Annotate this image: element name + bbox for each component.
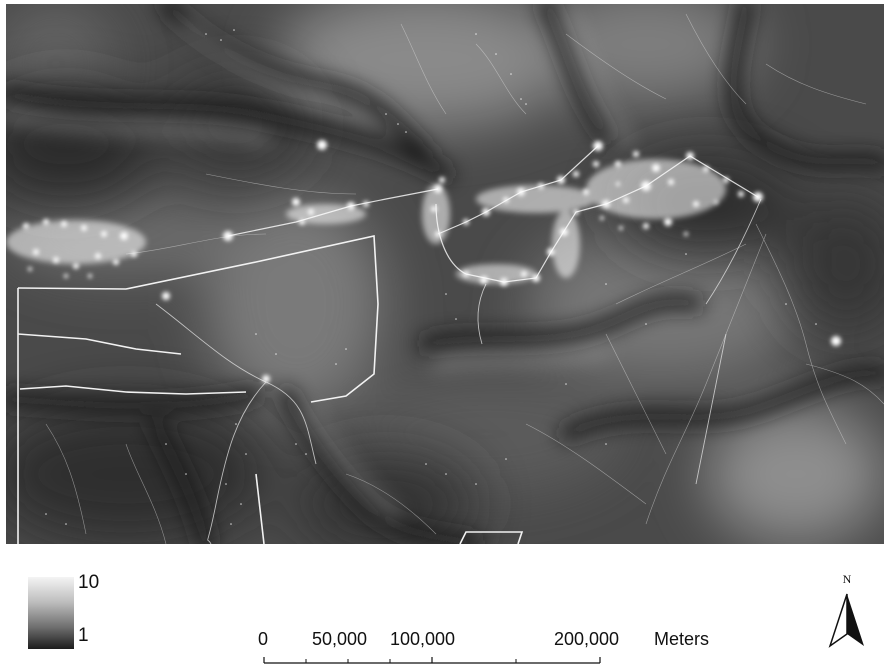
scale-label-100000: 100,000 bbox=[390, 629, 456, 649]
scale-bar: 0 50,000 100,000 200,000 Meters bbox=[238, 625, 718, 669]
legend-gradient-bar bbox=[28, 577, 74, 649]
north-arrow-icon bbox=[828, 593, 864, 648]
boundary-lines bbox=[17, 235, 524, 544]
scale-label-0: 0 bbox=[258, 629, 269, 649]
north-arrow: N bbox=[826, 572, 868, 650]
scale-bar-ruler bbox=[263, 657, 601, 664]
scale-unit-label: Meters bbox=[654, 629, 710, 649]
drainage-lines bbox=[45, 13, 884, 544]
legend: 10 1 bbox=[28, 572, 128, 655]
raster-highlights bbox=[6, 9, 631, 519]
scatter-speckles bbox=[45, 29, 817, 525]
raster-ridges bbox=[6, 4, 884, 544]
scale-label-200000: 200,000 bbox=[554, 629, 620, 649]
map-raster[interactable] bbox=[6, 4, 884, 544]
scale-label-50000: 50,000 bbox=[312, 629, 368, 649]
north-letter: N bbox=[842, 572, 852, 586]
settlement-links bbox=[227, 145, 759, 283]
legend-max-label: 10 bbox=[78, 572, 100, 593]
legend-min-label: 1 bbox=[78, 625, 89, 646]
